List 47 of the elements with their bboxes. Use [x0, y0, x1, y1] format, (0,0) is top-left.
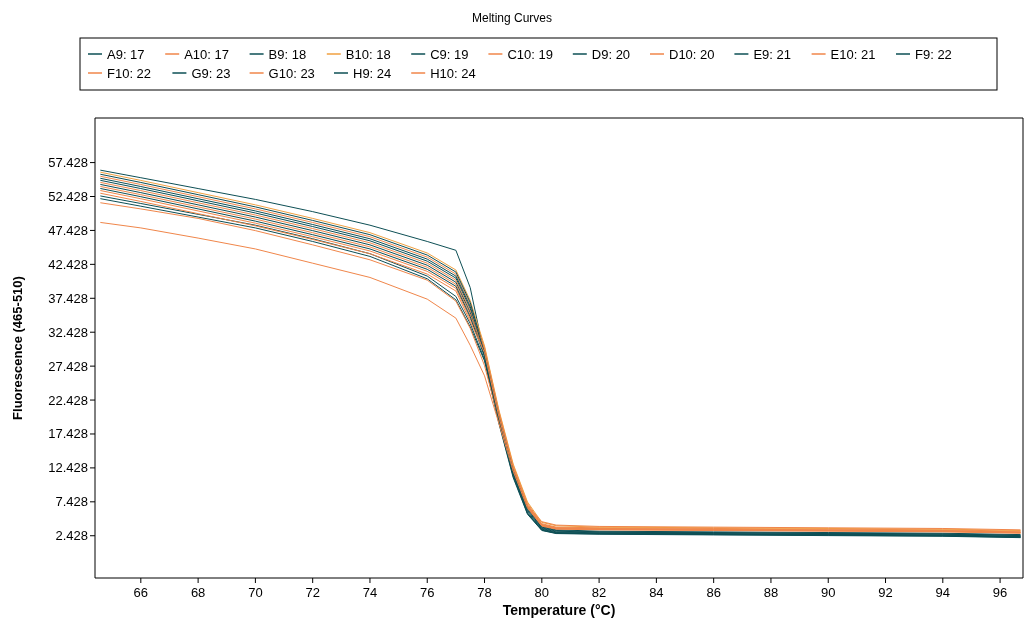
x-tick-label: 90	[821, 585, 836, 600]
legend-label: B10: 18	[345, 46, 391, 62]
legend-label: C10: 19	[507, 46, 553, 62]
x-tick-label: 76	[420, 585, 435, 600]
x-tick-label: 80	[534, 585, 550, 600]
legend-label: D9: 20	[591, 46, 631, 62]
x-tick-label: 96	[992, 585, 1008, 600]
y-tick-label: 32.428	[48, 324, 88, 340]
x-tick-label: 94	[935, 585, 951, 600]
legend-label: E9: 21	[753, 46, 791, 62]
legend-label: E10: 21	[830, 46, 876, 62]
x-tick-label: 74	[362, 585, 378, 600]
x-tick-label: 78	[477, 585, 492, 600]
x-tick-label: 82	[591, 585, 607, 600]
legend-label: A9: 17	[107, 46, 145, 62]
legend-label: H9: 24	[353, 65, 392, 81]
x-tick-label: 86	[706, 585, 721, 600]
y-tick-label: 2.428	[55, 528, 88, 544]
legend-label: G9: 23	[191, 65, 231, 81]
legend-label: F10: 22	[107, 65, 152, 81]
x-tick-label: 84	[649, 585, 664, 600]
y-tick-label: 12.428	[48, 460, 88, 476]
legend-label: B9: 18	[268, 46, 307, 62]
legend-label: D10: 20	[669, 46, 715, 62]
y-tick-label: 47.428	[48, 222, 88, 238]
legend-label: C9: 19	[430, 46, 469, 62]
y-tick-label: 7.428	[55, 494, 88, 510]
y-tick-label: 22.428	[48, 392, 88, 408]
x-tick-label: 68	[190, 585, 206, 600]
x-tick-label: 72	[305, 585, 320, 600]
y-tick-label: 17.428	[48, 426, 88, 442]
y-tick-label: 37.428	[48, 290, 88, 306]
y-axis-title: Fluorescence (465-510)	[10, 276, 25, 420]
legend-label: A10: 17	[184, 46, 230, 62]
legend-label: H10: 24	[430, 65, 476, 81]
x-tick-label: 66	[133, 585, 149, 600]
y-tick-label: 57.428	[48, 155, 88, 171]
x-axis-title: Temperature (°C)	[502, 602, 616, 618]
x-tick-label: 70	[248, 585, 263, 600]
y-tick-label: 52.428	[48, 189, 88, 205]
chart-title: Melting Curves	[471, 11, 553, 25]
legend-label: F9: 22	[915, 46, 952, 62]
x-tick-label: 88	[763, 585, 779, 600]
y-tick-label: 27.428	[48, 358, 88, 374]
legend-label: G10: 23	[268, 65, 315, 81]
x-tick-label: 92	[878, 585, 893, 600]
y-tick-label: 42.428	[48, 256, 88, 272]
